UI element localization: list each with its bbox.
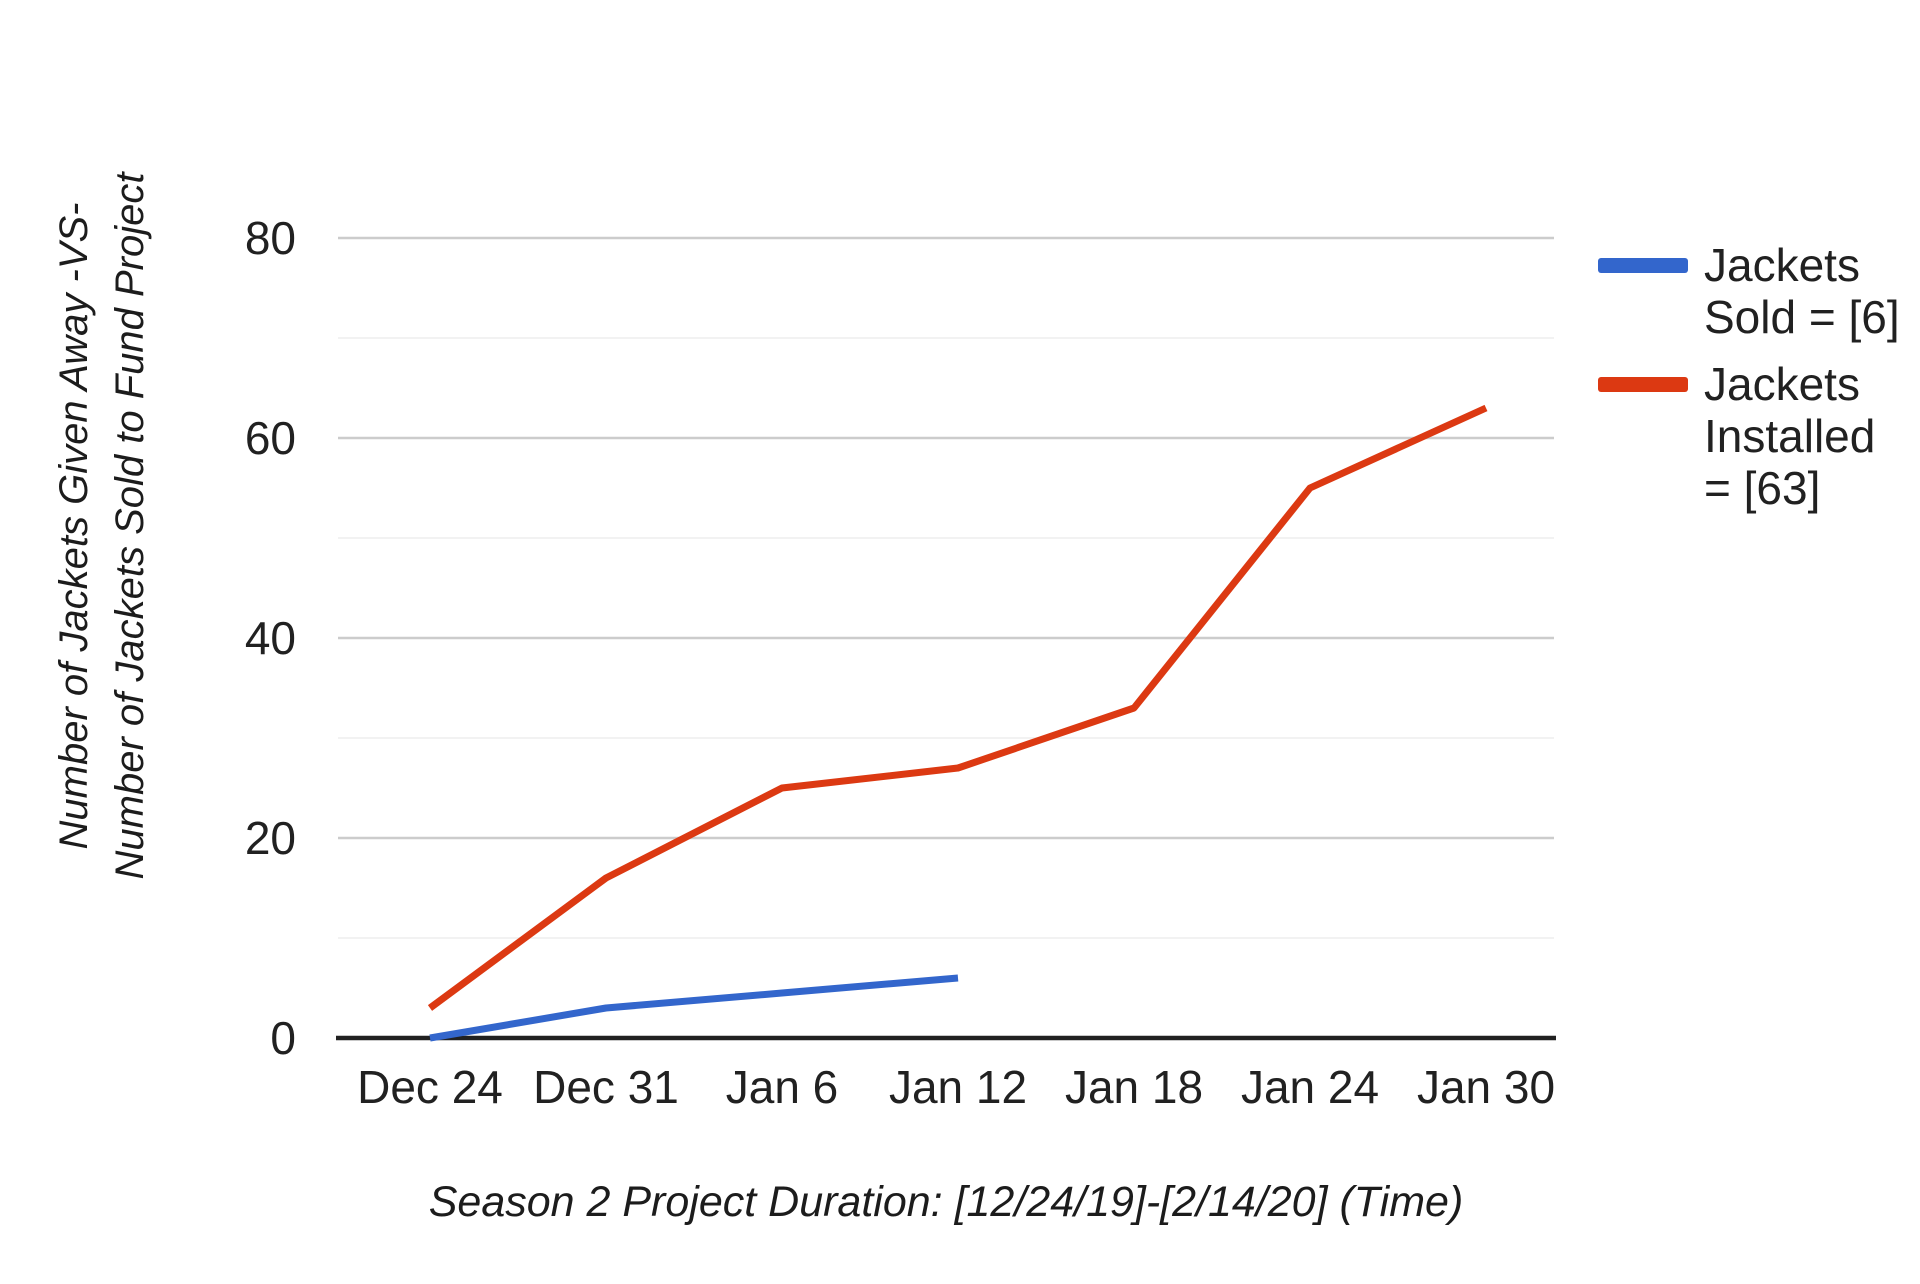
legend-swatch [1598,258,1688,273]
jackets-installed-line [427,404,1488,1011]
legend-item: Jackets Installed = [63] [1598,358,1908,514]
x-tick-label-jan-12: Jan 12 [888,1061,1028,1113]
legend-item: Jackets Sold = [6] [1598,239,1908,343]
x-tick-label-jan-6: Jan 6 [725,1061,839,1113]
y-tick-label-80: 80 [244,212,296,264]
legend-swatch [1598,377,1688,392]
y-tick-label-20: 20 [244,812,296,864]
legend-label: Jackets Sold = [6] [1704,239,1900,343]
x-tick-label-dec-24: Dec 24 [357,1061,503,1113]
jackets-sold-line [429,974,959,1042]
y-tick-label-40: 40 [244,612,296,664]
y-tick-label-0: 0 [270,1012,296,1064]
legend-label-line: Installed [1704,410,1876,462]
y-axis-title-line-2: Number of Jackets Sold to Fund Project [108,172,152,880]
x-axis-title: Season 2 Project Duration: [12/24/19]-[2… [428,1178,1464,1226]
x-tick-label-jan-18: Jan 18 [1064,1061,1204,1113]
legend-label-line: Jackets [1704,239,1860,291]
x-tick-label-jan-24: Jan 24 [1240,1061,1380,1113]
legend-label-line: = [63] [1704,462,1821,514]
y-tick-label-60: 60 [244,412,296,464]
y-axis-title: Number of Jackets Given Away -VS- Number… [46,166,162,886]
legend-label-line: Jackets [1704,358,1860,410]
x-tick-label-dec-31: Dec 31 [533,1061,679,1113]
y-axis-title-line-1: Number of Jackets Given Away -VS- [52,202,96,850]
legend-label: Jackets Installed = [63] [1704,358,1875,514]
legend-label-line: Sold = [6] [1704,291,1900,343]
legend: Jackets Sold = [6] Jackets Installed = [63] [1598,239,1908,514]
x-tick-label-jan-30: Jan 30 [1416,1061,1556,1113]
